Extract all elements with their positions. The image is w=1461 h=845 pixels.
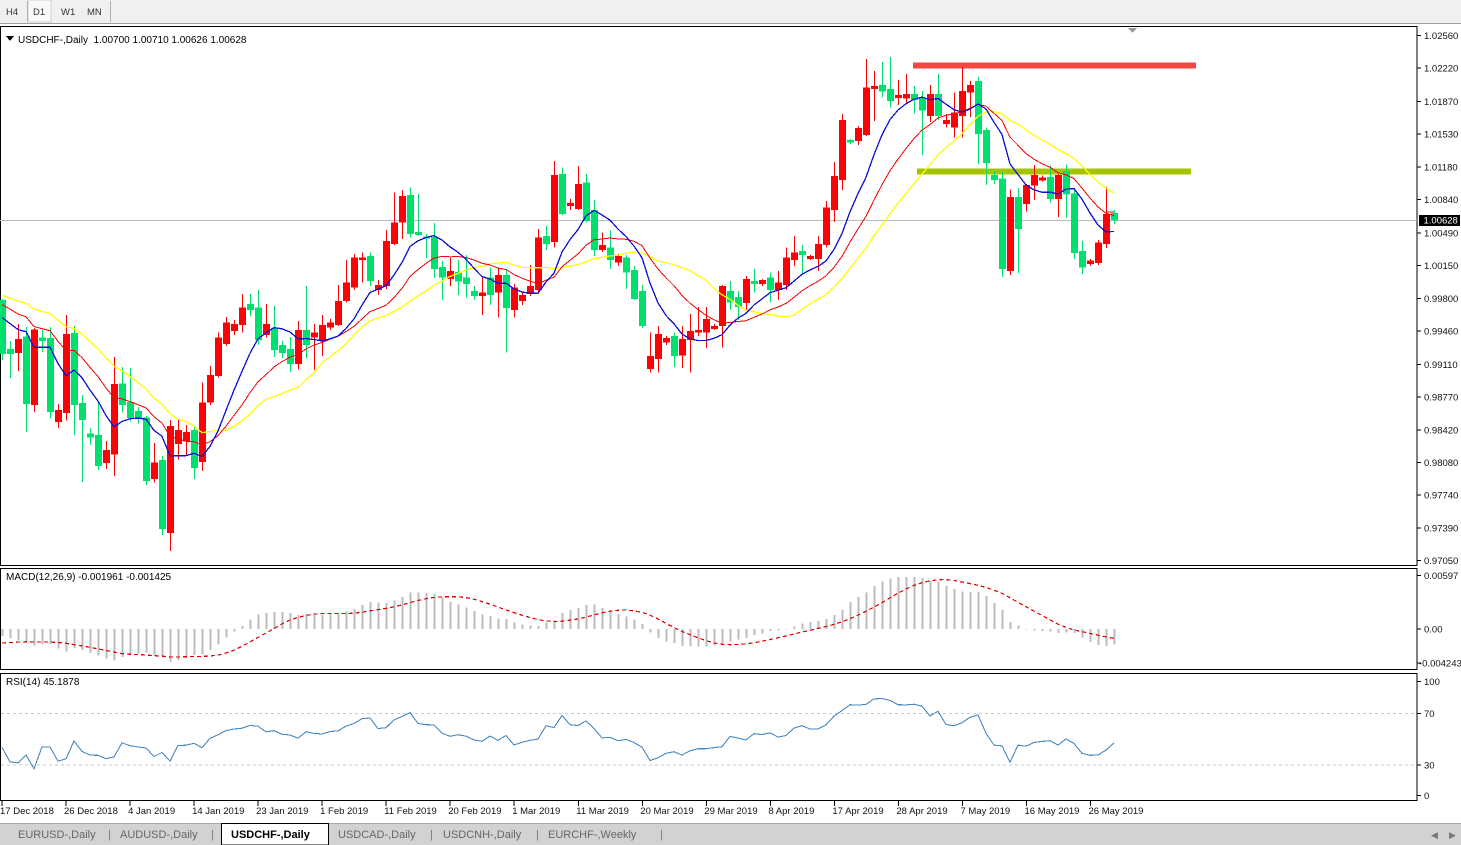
svg-text:-0.004243: -0.004243 — [1419, 658, 1461, 669]
svg-text:17 Dec 2018: 17 Dec 2018 — [0, 806, 54, 817]
svg-text:W1: W1 — [61, 7, 75, 18]
svg-text:RSI(14) 45.1878: RSI(14) 45.1878 — [6, 677, 80, 688]
svg-text:0.99110: 0.99110 — [1424, 360, 1458, 371]
svg-text:26 May 2019: 26 May 2019 — [1089, 806, 1144, 817]
svg-text:28 Apr 2019: 28 Apr 2019 — [896, 806, 947, 817]
svg-text:1.00628: 1.00628 — [1424, 216, 1458, 227]
svg-text:|: | — [660, 829, 663, 841]
svg-text:D1: D1 — [33, 7, 45, 18]
svg-text:MACD(12,26,9) -0.001961 -0.001: MACD(12,26,9) -0.001961 -0.001425 — [6, 572, 172, 583]
svg-text:14 Jan 2019: 14 Jan 2019 — [192, 806, 244, 817]
svg-text:USDCHF-,Daily: USDCHF-,Daily — [231, 829, 311, 841]
svg-text:USDCNH-,Daily: USDCNH-,Daily — [443, 829, 522, 841]
svg-text:0.00: 0.00 — [1424, 624, 1443, 635]
svg-text:20 Feb 2019: 20 Feb 2019 — [448, 806, 501, 817]
svg-text:H4: H4 — [6, 7, 18, 18]
svg-text:7 May 2019: 7 May 2019 — [961, 806, 1011, 817]
svg-text:0.00597: 0.00597 — [1424, 571, 1458, 582]
svg-text:|: | — [536, 829, 539, 841]
svg-text:0.98420: 0.98420 — [1424, 426, 1458, 437]
svg-text:4 Jan 2019: 4 Jan 2019 — [128, 806, 175, 817]
svg-text:20 Mar 2019: 20 Mar 2019 — [640, 806, 693, 817]
svg-text:1.01530: 1.01530 — [1424, 129, 1458, 140]
svg-text:11 Mar 2019: 11 Mar 2019 — [576, 806, 629, 817]
svg-text:EURCHF-,Weekly: EURCHF-,Weekly — [548, 829, 637, 841]
svg-text:EURUSD-,Daily: EURUSD-,Daily — [18, 829, 96, 841]
svg-text:1.00150: 1.00150 — [1424, 261, 1458, 272]
svg-text:0.98770: 0.98770 — [1424, 392, 1458, 403]
svg-text:USDCHF-,Daily 1.00700 1.00710: USDCHF-,Daily 1.00700 1.00710 1.00626 1.… — [18, 35, 247, 46]
svg-text:USDCAD-,Daily: USDCAD-,Daily — [338, 829, 416, 841]
svg-text:1.01870: 1.01870 — [1424, 97, 1458, 108]
svg-text:8 Apr 2019: 8 Apr 2019 — [768, 806, 814, 817]
svg-text:1.00840: 1.00840 — [1424, 195, 1458, 206]
svg-text:26 Dec 2018: 26 Dec 2018 — [64, 806, 118, 817]
svg-text:0: 0 — [1424, 791, 1429, 802]
svg-text:17 Apr 2019: 17 Apr 2019 — [832, 806, 883, 817]
svg-text:|: | — [430, 829, 433, 841]
svg-text:0.97390: 0.97390 — [1424, 524, 1458, 535]
svg-text:100: 100 — [1424, 677, 1440, 688]
svg-text:1 Mar 2019: 1 Mar 2019 — [512, 806, 560, 817]
svg-text:30: 30 — [1424, 760, 1435, 771]
svg-text:1.01180: 1.01180 — [1424, 163, 1458, 174]
svg-text:1 Feb 2019: 1 Feb 2019 — [320, 806, 368, 817]
svg-text:◀: ◀ — [1431, 830, 1438, 840]
svg-text:70: 70 — [1424, 709, 1435, 720]
svg-text:16 May 2019: 16 May 2019 — [1025, 806, 1080, 817]
svg-text:|: | — [108, 829, 111, 841]
svg-text:1.02220: 1.02220 — [1424, 64, 1458, 75]
svg-text:0.99800: 0.99800 — [1424, 294, 1458, 305]
svg-text:0.98080: 0.98080 — [1424, 458, 1458, 469]
svg-text:▶: ▶ — [1449, 830, 1456, 840]
svg-text:29 Mar 2019: 29 Mar 2019 — [704, 806, 757, 817]
svg-text:0.97050: 0.97050 — [1424, 556, 1458, 567]
svg-text:|: | — [211, 829, 214, 841]
svg-text:0.99460: 0.99460 — [1424, 327, 1458, 338]
svg-text:0.97740: 0.97740 — [1424, 490, 1458, 501]
svg-text:23 Jan 2019: 23 Jan 2019 — [256, 806, 308, 817]
svg-text:1.00490: 1.00490 — [1424, 228, 1458, 239]
svg-text:1.02560: 1.02560 — [1424, 31, 1458, 42]
svg-text:AUDUSD-,Daily: AUDUSD-,Daily — [120, 829, 198, 841]
svg-text:11 Feb 2019: 11 Feb 2019 — [384, 806, 437, 817]
svg-text:MN: MN — [87, 7, 102, 18]
